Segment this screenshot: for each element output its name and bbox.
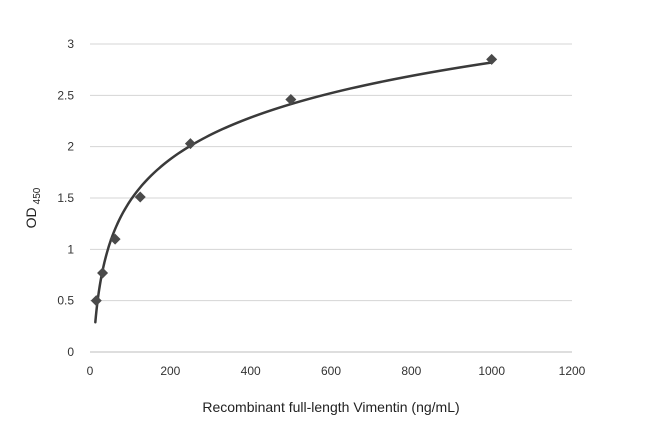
y-axis-title: OD 450 — [23, 187, 43, 228]
x-tick-label: 600 — [321, 364, 341, 378]
y-tick-label: 2 — [67, 140, 74, 154]
y-tick-label: 0 — [67, 345, 74, 359]
x-tick-label: 1200 — [559, 364, 586, 378]
data-point-marker — [97, 267, 109, 279]
y-tick-label: 0.5 — [57, 294, 74, 308]
data-points — [90, 53, 498, 307]
trendline — [94, 61, 493, 324]
data-point-marker — [109, 233, 121, 245]
x-tick-label: 200 — [160, 364, 180, 378]
data-point-marker — [486, 53, 498, 65]
x-tick-label: 800 — [401, 364, 421, 378]
x-tick-label: 1000 — [478, 364, 505, 378]
data-point-marker — [134, 191, 146, 203]
log-trendline — [94, 61, 493, 324]
x-tick-label: 400 — [241, 364, 261, 378]
data-point-marker — [184, 138, 196, 150]
data-point-marker — [285, 93, 297, 105]
y-tick-label: 1 — [67, 242, 74, 256]
y-axis-title-main: OD — [23, 207, 39, 228]
x-tick-label: 0 — [87, 364, 94, 378]
x-axis-title: Recombinant full-length Vimentin (ng/mL) — [202, 399, 459, 415]
y-axis-title-subscript: 450 — [32, 187, 43, 204]
y-tick-label: 1.5 — [57, 191, 74, 205]
gridlines — [90, 43, 572, 353]
y-tick-label: 2.5 — [57, 88, 74, 102]
data-point-marker — [90, 295, 102, 307]
y-axis-ticks: 0 0.5 1 1.5 2 2.5 3 — [57, 37, 74, 359]
y-tick-label: 3 — [67, 37, 74, 51]
x-axis-ticks: 0 200 400 600 800 1000 1200 — [87, 364, 586, 378]
